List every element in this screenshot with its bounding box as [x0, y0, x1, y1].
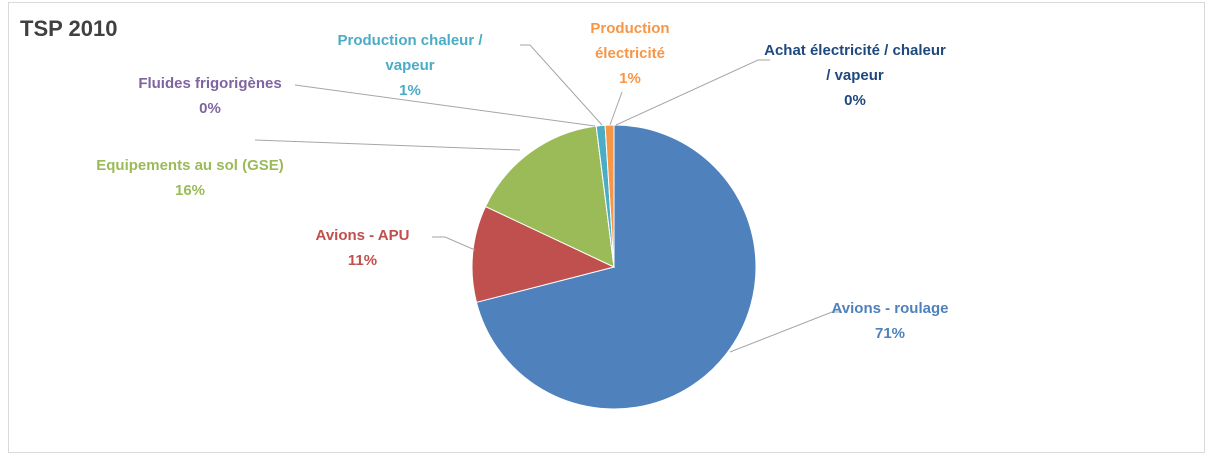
slice-label: Fluides frigorigènes 0% [110, 71, 310, 121]
slice-label: Avions - roulage 71% [820, 296, 960, 346]
slice-label: Production électricité 1% [580, 16, 680, 91]
leader-line [520, 44, 603, 126]
slice-value-label: 11% [347, 252, 378, 269]
leader-line [294, 84, 596, 127]
leader-line [615, 59, 770, 126]
slice-value-label: 0% [199, 100, 221, 117]
slice-value-label: 1% [399, 82, 421, 99]
leader-line [432, 236, 476, 251]
pie-slice [484, 125, 615, 268]
leader-line [729, 311, 842, 353]
slice-value-label: 71% [874, 325, 906, 342]
slice-value-label: 0% [844, 92, 866, 109]
pie-slice [471, 205, 616, 303]
leader-line [609, 91, 623, 126]
slice-label: Avions - APU 11% [295, 223, 430, 273]
slice-label: Equipements au sol (GSE) 16% [60, 153, 320, 203]
slice-label: Production chaleur / vapeur 1% [325, 28, 495, 103]
slice-value-label: 16% [174, 182, 206, 199]
leader-line [254, 139, 521, 151]
chart-title: TSP 2010 [20, 16, 118, 41]
slice-label: Achat électricité / chaleur / vapeur 0% [760, 38, 950, 113]
slice-value-label: 1% [619, 70, 641, 87]
pie-slice [475, 124, 757, 410]
